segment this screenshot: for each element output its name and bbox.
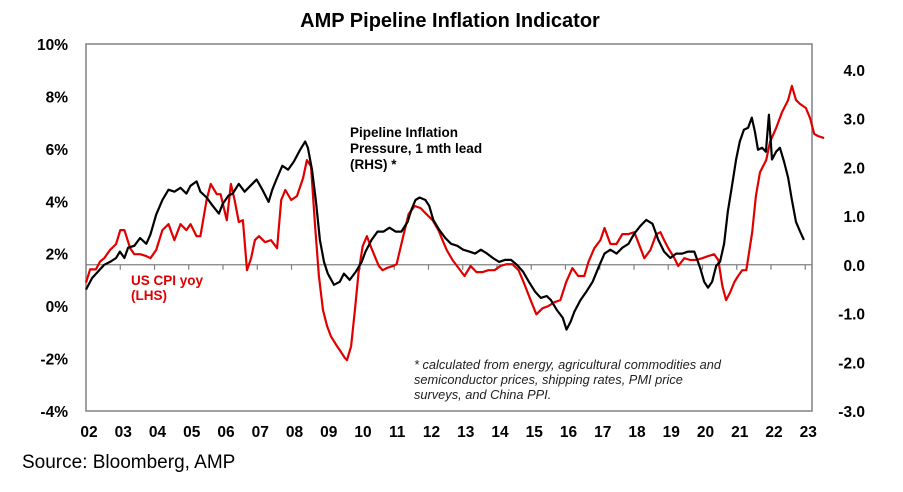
footnote-line-3: surveys, and China PPI. — [414, 387, 551, 402]
x-tick-label: 11 — [389, 424, 406, 441]
right-tick-label: -3.0 — [838, 404, 865, 421]
cpi-label-line-2: (LHS) — [131, 288, 167, 303]
x-tick-label: 18 — [628, 424, 646, 441]
left-tick-label: 8% — [46, 89, 69, 106]
pipeline-label-line-3: (RHS) * — [350, 157, 397, 172]
pipeline-label-line-1: Pipeline Inflation — [350, 125, 458, 140]
cpi-label: US CPI yoy (LHS) — [131, 273, 204, 303]
x-tick-label: 02 — [80, 424, 97, 441]
right-tick-label: -2.0 — [838, 355, 865, 372]
x-tick-label: 05 — [183, 424, 201, 441]
right-tick-label: -1.0 — [838, 307, 865, 324]
x-tick-label: 22 — [765, 424, 782, 441]
footnote-line-1: * calculated from energy, agricultural c… — [414, 357, 722, 372]
right-axis: 4.0 3.0 2.0 1.0 0.0 -1.0 -2.0 -3.0 — [838, 63, 865, 421]
right-tick-label: 0.0 — [843, 258, 865, 275]
x-tick-label: 12 — [423, 424, 440, 441]
source-note: Source: Bloomberg, AMP — [22, 452, 236, 473]
chart-title: AMP Pipeline Inflation Indicator — [300, 10, 600, 32]
footnote: * calculated from energy, agricultural c… — [414, 357, 722, 402]
x-tick-label: 21 — [731, 424, 749, 441]
right-tick-label: 4.0 — [843, 63, 865, 80]
left-tick-label: 2% — [46, 247, 69, 264]
left-tick-label: -2% — [40, 352, 68, 369]
left-tick-label: 0% — [46, 299, 69, 316]
footnote-line-2: semiconductor prices, shipping rates, PM… — [414, 372, 683, 387]
x-axis: 02 03 04 05 06 07 08 09 10 11 12 13 14 15 16 17 18 19 20 21… — [80, 424, 817, 441]
left-tick-label: 4% — [46, 194, 69, 211]
pipeline-label: Pipeline Inflation Pressure, 1 mth lead … — [350, 125, 482, 172]
x-tick-label: 03 — [115, 424, 133, 441]
x-tick-label: 15 — [526, 424, 544, 441]
pipeline-series-line — [85, 113, 805, 331]
cpi-label-line-1: US CPI yoy — [131, 273, 204, 288]
x-tick-label: 13 — [457, 424, 475, 441]
pipeline-label-line-2: Pressure, 1 mth lead — [350, 141, 482, 156]
x-tick-label: 06 — [217, 424, 235, 441]
x-tick-label: 20 — [697, 424, 714, 441]
right-tick-label: 3.0 — [843, 112, 865, 129]
x-tick-label: 23 — [800, 424, 818, 441]
x-tick-label: 14 — [491, 424, 509, 441]
left-tick-label: 6% — [46, 142, 69, 159]
x-tick-label: 16 — [560, 424, 578, 441]
plot-area — [85, 43, 813, 412]
series-layer — [84, 84, 825, 362]
x-tick-label: 17 — [594, 424, 611, 441]
x-tick-label: 07 — [252, 424, 269, 441]
right-tick-label: 1.0 — [843, 209, 865, 226]
x-tick-label: 08 — [286, 424, 304, 441]
x-tick-label: 04 — [149, 424, 167, 441]
x-tick-label: 10 — [354, 424, 371, 441]
left-tick-label: -4% — [40, 404, 68, 421]
left-tick-label: 10% — [37, 37, 68, 54]
right-tick-label: 2.0 — [843, 160, 865, 177]
x-tick-label: 09 — [320, 424, 338, 441]
x-tick-label: 19 — [663, 424, 681, 441]
left-axis: 10% 8% 6% 4% 2% 0% -2% -4% — [37, 37, 68, 421]
zero-baseline — [86, 264, 812, 270]
